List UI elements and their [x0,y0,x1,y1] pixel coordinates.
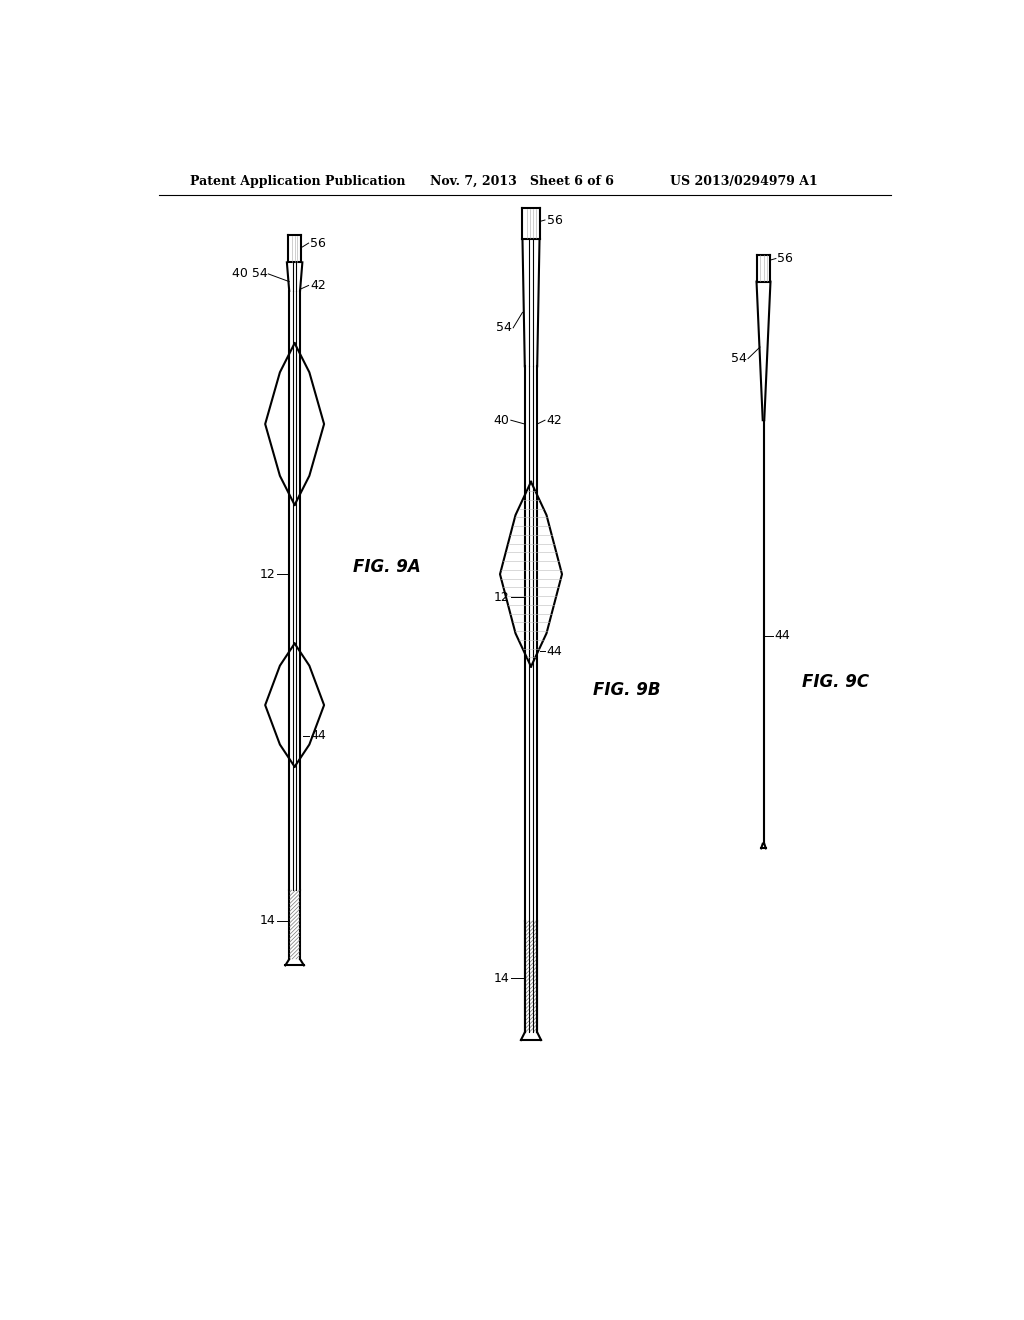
Text: 42: 42 [310,279,326,292]
Text: 14: 14 [494,972,509,985]
Text: 40 54: 40 54 [231,268,267,280]
Text: 56: 56 [777,252,794,265]
Text: 42: 42 [547,413,562,426]
Text: 14: 14 [259,915,275,927]
Text: Patent Application Publication: Patent Application Publication [190,176,406,187]
Text: 56: 56 [310,236,326,249]
Text: 40: 40 [494,413,509,426]
Text: FIG. 9A: FIG. 9A [352,557,421,576]
Text: Nov. 7, 2013   Sheet 6 of 6: Nov. 7, 2013 Sheet 6 of 6 [430,176,614,187]
Text: FIG. 9B: FIG. 9B [593,681,660,698]
Text: 56: 56 [547,214,562,227]
Text: US 2013/0294979 A1: US 2013/0294979 A1 [671,176,818,187]
Text: 12: 12 [259,568,275,581]
Text: 44: 44 [310,730,326,742]
Text: 12: 12 [494,591,509,603]
Text: 54: 54 [730,352,746,366]
Text: 54: 54 [496,321,512,334]
Text: FIG. 9C: FIG. 9C [802,673,869,690]
Text: 44: 44 [774,630,791,643]
Text: 44: 44 [547,644,562,657]
